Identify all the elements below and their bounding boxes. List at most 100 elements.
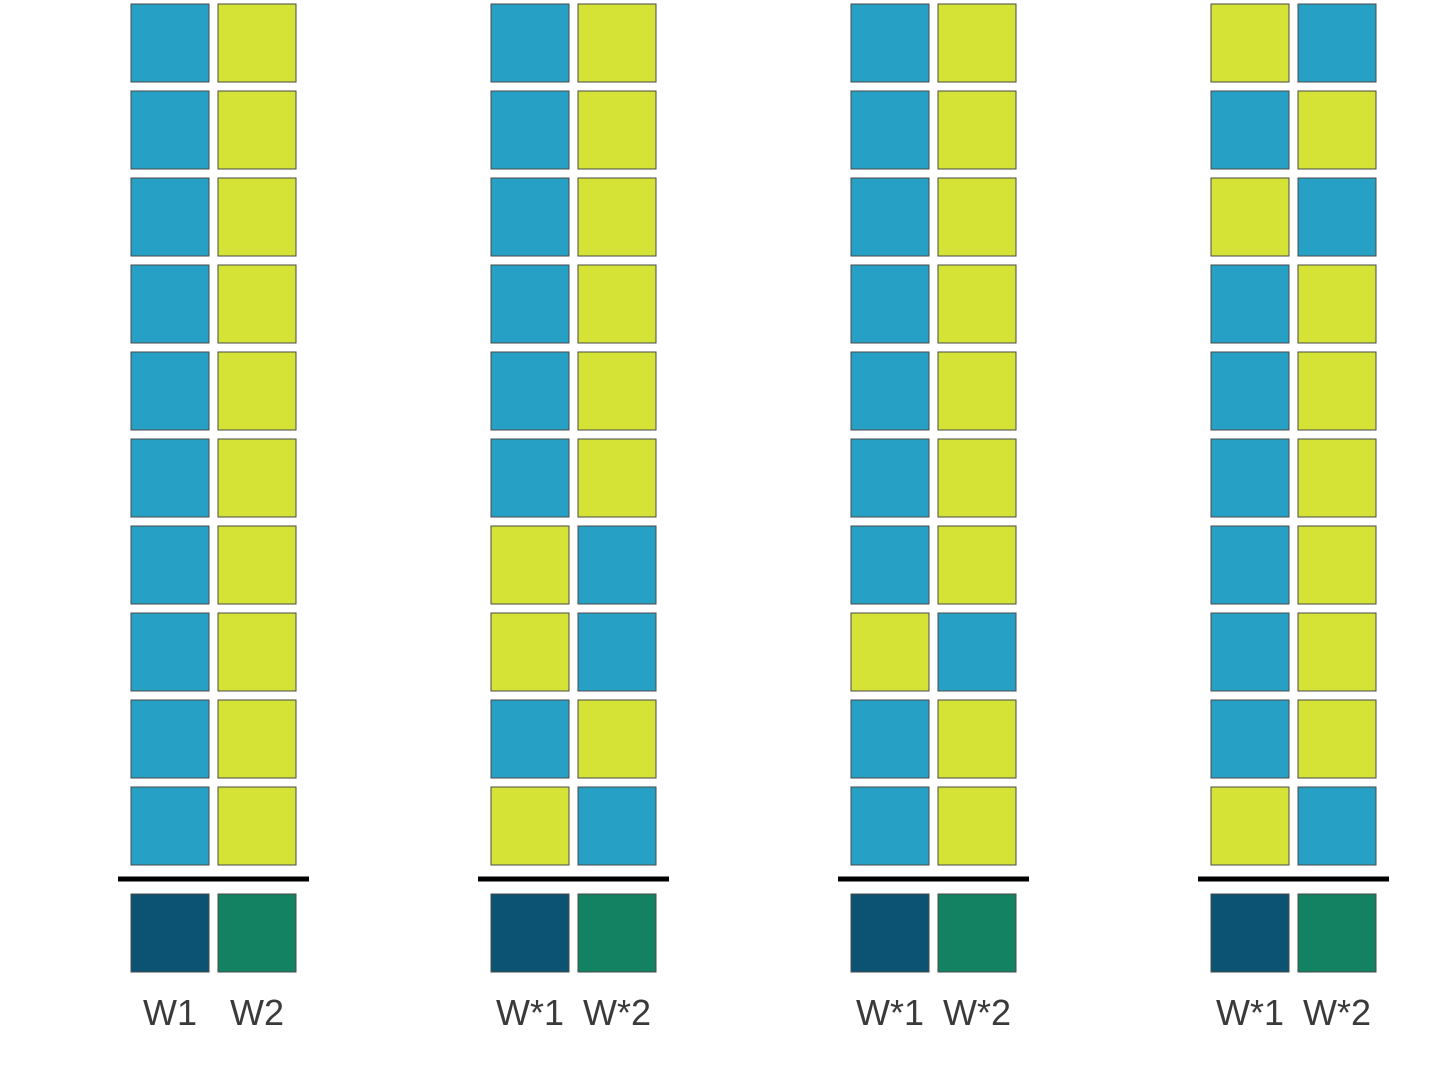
yellow-cell (490, 525, 570, 605)
blue-cell (1210, 525, 1290, 605)
blue-cell (490, 699, 570, 779)
blue-cell (130, 612, 210, 692)
yellow-cell (217, 264, 297, 344)
result-cell-right (1297, 893, 1377, 973)
column-label: W*1 (496, 992, 564, 1033)
yellow-cell (217, 612, 297, 692)
blue-cell (850, 699, 930, 779)
blue-cell (490, 264, 570, 344)
blue-cell (850, 786, 930, 866)
result-cell-right (577, 893, 657, 973)
yellow-cell (217, 3, 297, 83)
yellow-cell (217, 438, 297, 518)
column-label: W*2 (943, 992, 1011, 1033)
blue-cell (1297, 3, 1377, 83)
yellow-cell (490, 786, 570, 866)
blue-cell (130, 90, 210, 170)
column-group: W*1 W*2 (838, 3, 1029, 1033)
yellow-cell (1297, 525, 1377, 605)
blue-cell (130, 699, 210, 779)
blue-cell (937, 612, 1017, 692)
yellow-cell (217, 786, 297, 866)
blue-cell (130, 525, 210, 605)
blue-cell (850, 351, 930, 431)
yellow-cell (937, 438, 1017, 518)
blue-cell (130, 786, 210, 866)
yellow-cell (937, 786, 1017, 866)
yellow-cell (937, 3, 1017, 83)
blue-cell (1210, 90, 1290, 170)
result-cell-left (130, 893, 210, 973)
column-label: W*1 (856, 992, 924, 1033)
blue-cell (130, 177, 210, 257)
yellow-cell (217, 177, 297, 257)
blue-cell (490, 3, 570, 83)
blue-cell (850, 177, 930, 257)
blue-cell (1210, 264, 1290, 344)
yellow-cell (937, 525, 1017, 605)
blue-cell (577, 525, 657, 605)
result-cell-left (490, 893, 570, 973)
yellow-cell (1210, 3, 1290, 83)
yellow-cell (937, 264, 1017, 344)
yellow-cell (577, 90, 657, 170)
column-label: W*1 (1216, 992, 1284, 1033)
yellow-cell (577, 699, 657, 779)
blue-cell (850, 3, 930, 83)
column-label: W1 (143, 992, 197, 1033)
blue-cell (577, 612, 657, 692)
yellow-cell (577, 264, 657, 344)
blue-cell (490, 438, 570, 518)
yellow-cell (217, 525, 297, 605)
yellow-cell (1297, 699, 1377, 779)
blue-cell (130, 438, 210, 518)
yellow-cell (1297, 264, 1377, 344)
result-cell-right (937, 893, 1017, 973)
yellow-cell (1297, 351, 1377, 431)
blue-cell (490, 90, 570, 170)
blue-cell (1210, 351, 1290, 431)
yellow-cell (1297, 612, 1377, 692)
blue-cell (850, 264, 930, 344)
result-cell-right (217, 893, 297, 973)
yellow-cell (1297, 90, 1377, 170)
blue-cell (490, 351, 570, 431)
yellow-cell (937, 699, 1017, 779)
yellow-cell (577, 3, 657, 83)
blue-cell (1297, 177, 1377, 257)
blue-cell (1297, 786, 1377, 866)
blue-cell (1210, 699, 1290, 779)
yellow-cell (217, 351, 297, 431)
yellow-cell (217, 699, 297, 779)
diagram-root: W1 W2 W*1 W*2 W*1 W*2 W*1 W*2 (118, 3, 1389, 1033)
blue-cell (850, 90, 930, 170)
blue-cell (1210, 438, 1290, 518)
blue-cell (850, 438, 930, 518)
yellow-cell (937, 351, 1017, 431)
yellow-cell (490, 612, 570, 692)
column-label: W*2 (583, 992, 651, 1033)
yellow-cell (937, 177, 1017, 257)
column-group: W*1 W*2 (478, 3, 669, 1033)
yellow-cell (1297, 438, 1377, 518)
yellow-cell (1210, 177, 1290, 257)
yellow-cell (850, 612, 930, 692)
blue-cell (130, 3, 210, 83)
result-cell-left (1210, 893, 1290, 973)
blue-cell (130, 351, 210, 431)
column-group: W1 W2 (118, 3, 309, 1033)
yellow-cell (577, 351, 657, 431)
blue-cell (577, 786, 657, 866)
yellow-cell (937, 90, 1017, 170)
column-label: W*2 (1303, 992, 1371, 1033)
yellow-cell (217, 90, 297, 170)
blue-cell (490, 177, 570, 257)
yellow-cell (577, 438, 657, 518)
blue-cell (850, 525, 930, 605)
blue-cell (1210, 612, 1290, 692)
yellow-cell (577, 177, 657, 257)
result-cell-left (850, 893, 930, 973)
yellow-cell (1210, 786, 1290, 866)
column-label: W2 (230, 992, 284, 1033)
